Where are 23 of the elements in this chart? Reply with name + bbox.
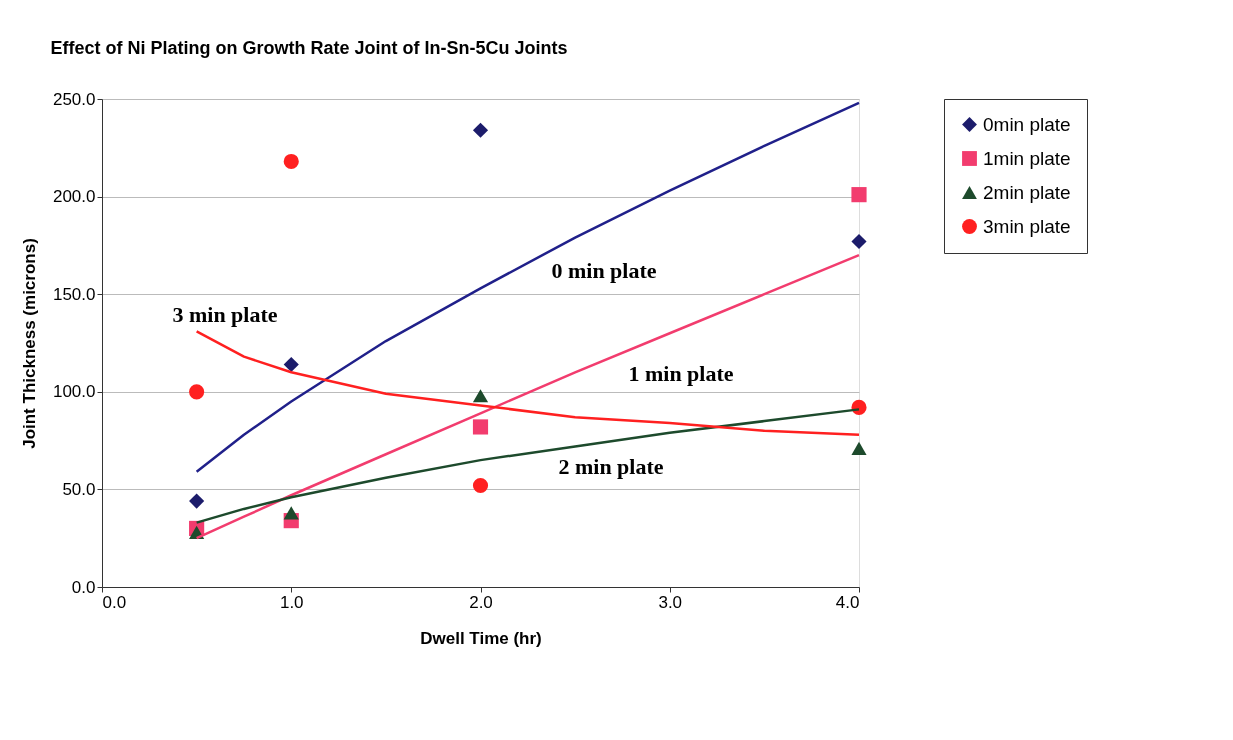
legend-label: 0min plate [983,113,1071,135]
annotation: 1 min plate [628,361,734,386]
x-tick-label: 2.0 [469,592,493,612]
y-tick-label: 0.0 [71,577,96,597]
x-tick-label: 4.0 [835,592,860,612]
y-tick-label: 150.0 [52,284,96,304]
y-tick-label: 100.0 [52,382,96,402]
y-tick-label: 50.0 [62,479,96,499]
x-axis-title: Dwell Time (hr) [420,628,542,648]
x-tick-label: 1.0 [279,592,304,612]
y-axis-title: Joint Thickness (microns) [19,238,39,449]
legend-label: 2min plate [983,181,1071,203]
legend-label: 1min plate [983,147,1071,169]
chart-title: Effect of Ni Plating on Growth Rate Joint of In-Sn-5Cu Joints [50,38,568,58]
x-tick-label: 0.0 [102,592,127,612]
annotation: 0 min plate [551,258,657,283]
line-series [195,330,861,436]
y-tick-label: 250.0 [52,89,96,109]
x-tick-label: 3.0 [658,592,683,612]
y-tick-label: 200.0 [52,187,96,207]
legend-label: 3min plate [983,215,1071,237]
annotation: 3 min plate [172,302,278,327]
annotation: 2 min plate [558,454,664,479]
